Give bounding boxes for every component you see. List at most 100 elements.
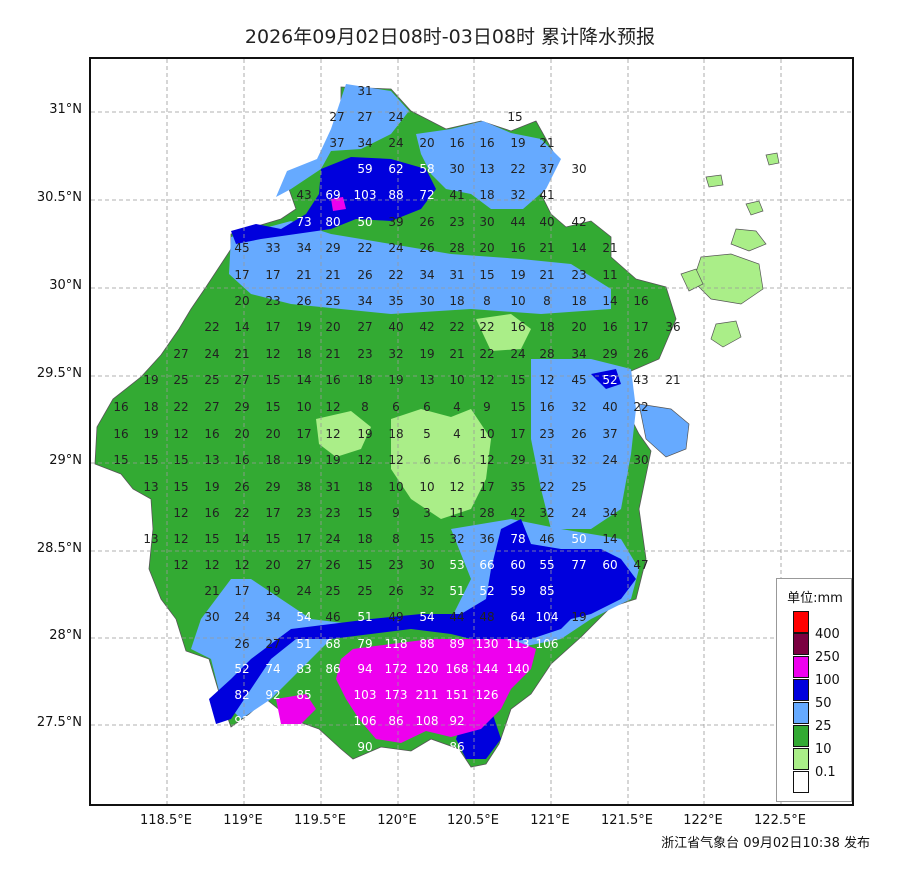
station-value: 59: [510, 584, 525, 598]
station-value: 34: [296, 241, 311, 255]
station-value: 39: [388, 215, 403, 229]
station-value: 211: [416, 688, 439, 702]
station-value: 118: [385, 637, 408, 651]
station-value: 21: [539, 268, 554, 282]
station-value: 88: [419, 637, 434, 651]
station-value: 16: [113, 427, 128, 441]
station-value: 120: [416, 662, 439, 676]
station-value: 52: [234, 662, 249, 676]
station-value: 24: [234, 610, 249, 624]
station-value: 17: [296, 532, 311, 546]
station-value: 18: [571, 294, 586, 308]
station-value: 37: [329, 136, 344, 150]
station-value: 12: [388, 453, 403, 467]
station-value: 85: [539, 584, 554, 598]
station-value: 126: [476, 688, 499, 702]
lat-label: 30°N: [49, 278, 82, 293]
magenta-region: [336, 639, 536, 743]
station-value: 19: [571, 610, 586, 624]
station-value: 21: [296, 268, 311, 282]
station-value: 6: [453, 453, 461, 467]
station-value: 23: [265, 294, 280, 308]
station-value: 58: [419, 162, 434, 176]
station-value: 51: [357, 610, 372, 624]
station-value: 26: [571, 427, 586, 441]
station-value: 29: [510, 453, 525, 467]
station-value: 89: [449, 637, 464, 651]
island: [730, 228, 767, 252]
legend-swatch: [793, 702, 809, 724]
station-value: 24: [571, 506, 586, 520]
legend-swatch: [793, 611, 809, 633]
station-value: 32: [539, 506, 554, 520]
lat-label: 29°N: [49, 453, 82, 468]
station-value: 104: [536, 610, 559, 624]
station-value: 12: [173, 558, 188, 572]
station-value: 144: [476, 662, 499, 676]
legend: 单位:mm 400 250 100 50 25 10 0.1: [776, 578, 852, 802]
magenta-region: [331, 197, 346, 211]
lon-label: 122°E: [683, 813, 723, 828]
station-value: 21: [449, 347, 464, 361]
station-value: 12: [325, 427, 340, 441]
station-value: 20: [234, 427, 249, 441]
island: [705, 174, 724, 188]
station-value: 94: [357, 662, 372, 676]
station-value: 51: [449, 584, 464, 598]
lon-label: 119.5°E: [294, 813, 346, 828]
station-value: 12: [234, 558, 249, 572]
station-value: 45: [571, 373, 586, 387]
station-value: 31: [357, 84, 372, 98]
station-value: 17: [633, 320, 648, 334]
station-value: 12: [539, 373, 554, 387]
station-value: 52: [602, 373, 617, 387]
station-value: 26: [357, 268, 372, 282]
station-value: 17: [510, 427, 525, 441]
island: [680, 268, 704, 292]
station-value: 36: [479, 532, 494, 546]
station-value: 19: [265, 584, 280, 598]
station-value: 36: [665, 320, 680, 334]
station-value: 19: [143, 373, 158, 387]
station-value: 15: [357, 506, 372, 520]
station-value: 48: [479, 610, 494, 624]
lat-label: 27.5°N: [36, 715, 82, 730]
station-value: 27: [357, 110, 372, 124]
station-value: 4: [453, 400, 461, 414]
station-value: 60: [510, 558, 525, 572]
station-value: 41: [449, 188, 464, 202]
station-value: 17: [479, 480, 494, 494]
station-value: 29: [234, 400, 249, 414]
station-value: 5: [423, 427, 431, 441]
station-value: 37: [539, 162, 554, 176]
lat-label: 28.5°N: [36, 541, 82, 556]
station-value: 62: [388, 162, 403, 176]
station-value: 4: [453, 427, 461, 441]
station-value: 19: [296, 320, 311, 334]
station-value: 27: [173, 347, 188, 361]
station-value: 42: [510, 506, 525, 520]
station-value: 86: [449, 740, 464, 754]
station-value: 77: [571, 558, 586, 572]
issuer-credit: 浙江省气象台 09月02日10:38 发布: [661, 836, 870, 851]
station-value: 12: [325, 400, 340, 414]
station-value: 8: [483, 294, 491, 308]
station-value: 18: [449, 294, 464, 308]
map-title: 2026年09月02日08时-03日08时 累计降水预报: [244, 26, 656, 48]
station-value: 16: [204, 506, 219, 520]
station-value: 31: [449, 268, 464, 282]
lon-label: 120.5°E: [447, 813, 499, 828]
magenta-region: [276, 694, 316, 724]
station-value: 23: [449, 215, 464, 229]
station-value: 40: [539, 215, 554, 229]
station-value: 18: [539, 320, 554, 334]
station-value: 60: [602, 558, 617, 572]
station-value: 73: [296, 215, 311, 229]
station-value: 42: [571, 215, 586, 229]
station-value: 21: [325, 268, 340, 282]
station-value: 13: [419, 373, 434, 387]
light-green-region: [391, 409, 491, 519]
lat-label: 31°N: [49, 102, 82, 117]
station-value: 14: [296, 373, 311, 387]
station-value: 18: [357, 480, 372, 494]
